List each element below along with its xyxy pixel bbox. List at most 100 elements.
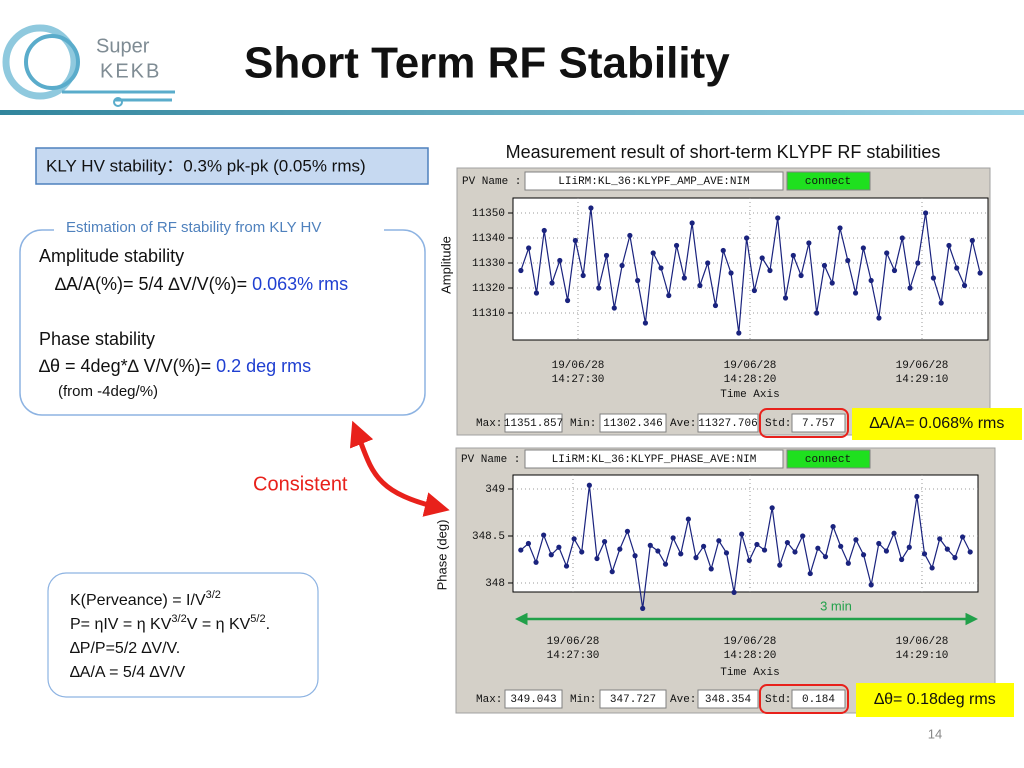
formula-line: K(Perveance) = I/V3/2 (70, 589, 221, 609)
data-point (619, 262, 625, 269)
span-label: 3 min (820, 598, 852, 613)
y-tick-label: 348 (485, 578, 505, 590)
stat-value: 348.354 (705, 694, 752, 706)
formula-sup: 5/2 (250, 613, 265, 625)
data-point (952, 555, 958, 561)
data-point (967, 549, 973, 555)
data-point (594, 555, 600, 562)
data-point (815, 545, 821, 551)
data-point (876, 315, 882, 321)
data-point (701, 543, 707, 549)
data-point (697, 282, 703, 289)
data-point (923, 210, 929, 216)
data-point (868, 582, 874, 588)
data-point (596, 285, 602, 291)
data-point (860, 245, 866, 251)
phase-formula: ∆θ = 4deg*∆ V/V(%)= (39, 356, 216, 376)
data-point (708, 566, 714, 572)
data-point (588, 205, 594, 211)
data-point (876, 540, 882, 547)
data-point (860, 552, 867, 558)
data-point (533, 559, 539, 565)
data-point (689, 220, 695, 226)
stat-label: Min: (570, 418, 596, 430)
data-point (891, 530, 897, 536)
data-point (782, 295, 789, 301)
data-point (792, 549, 798, 555)
data-point (541, 227, 547, 234)
data-point (769, 505, 775, 511)
data-point (642, 320, 649, 326)
data-point (761, 547, 768, 553)
data-point (662, 561, 669, 567)
data-point (693, 555, 699, 561)
result-box (856, 683, 1014, 717)
y-tick-label: 11310 (472, 308, 505, 320)
data-point (601, 539, 608, 545)
data-point (883, 548, 890, 554)
data-point (954, 265, 960, 271)
data-point (807, 570, 813, 577)
stat-field (599, 413, 667, 433)
data-point (640, 605, 646, 611)
data-point (830, 523, 836, 530)
data-point (650, 250, 656, 256)
data-point (658, 265, 664, 271)
stat-label: Max: (476, 418, 502, 430)
data-point (838, 543, 844, 549)
consistency-arrow (349, 420, 450, 517)
x-tick-date: 19/06/28 (896, 636, 949, 648)
data-point (716, 538, 722, 544)
plot-caption: Measurement result of short-term KLYPF R… (506, 142, 941, 162)
stat-field (697, 689, 759, 709)
data-point (736, 330, 742, 336)
x-tick-date: 19/06/28 (896, 360, 949, 372)
connect-label: connect (805, 454, 851, 466)
data-point (533, 290, 540, 296)
x-tick-time: 14:29:10 (896, 374, 949, 386)
data-point (767, 267, 773, 274)
data-point (746, 557, 752, 564)
logo-text: Super (96, 35, 150, 57)
data-point (673, 242, 680, 249)
data-point (571, 536, 577, 542)
stat-field (599, 689, 667, 709)
stat-value: 347.727 (610, 694, 656, 706)
x-tick-date: 19/06/28 (724, 360, 777, 372)
amp-result: 0.063% rms (252, 274, 348, 294)
phase-line: ∆θ = 4deg*∆ V/V(%)= 0.2 deg rms (39, 356, 311, 376)
x-tick-time: 14:28:20 (724, 650, 777, 662)
data-point (899, 235, 905, 241)
result-box (852, 408, 1022, 440)
data-point (678, 551, 684, 557)
logo-ring (24, 34, 80, 90)
phase-note: (from -4deg/%) (58, 383, 158, 400)
y-tick-label: 11340 (472, 233, 505, 245)
logo-stroke (62, 90, 175, 102)
legend-bg (54, 218, 384, 240)
plot-area (512, 474, 979, 593)
data-point (754, 541, 760, 548)
highlight (759, 408, 849, 438)
logo-dot (113, 97, 123, 107)
data-point (647, 542, 653, 548)
stat-value: 11302.346 (603, 418, 662, 430)
pv-label: PV Name : (461, 454, 520, 466)
data-point (549, 280, 555, 286)
y-tick-label: 11350 (472, 208, 505, 220)
data-point (914, 493, 920, 500)
data-point (627, 232, 633, 239)
stat-field (697, 413, 759, 433)
x-tick-date: 19/06/28 (724, 636, 777, 648)
y-axis-label: Phase (deg) (434, 520, 449, 591)
data-point (685, 516, 691, 522)
data-point (541, 532, 547, 538)
data-point (790, 252, 796, 259)
data-point (720, 247, 726, 254)
data-point (814, 310, 820, 316)
data-point (915, 260, 921, 266)
data-point (899, 556, 905, 563)
stat-field (504, 413, 563, 433)
data-point (806, 240, 812, 246)
